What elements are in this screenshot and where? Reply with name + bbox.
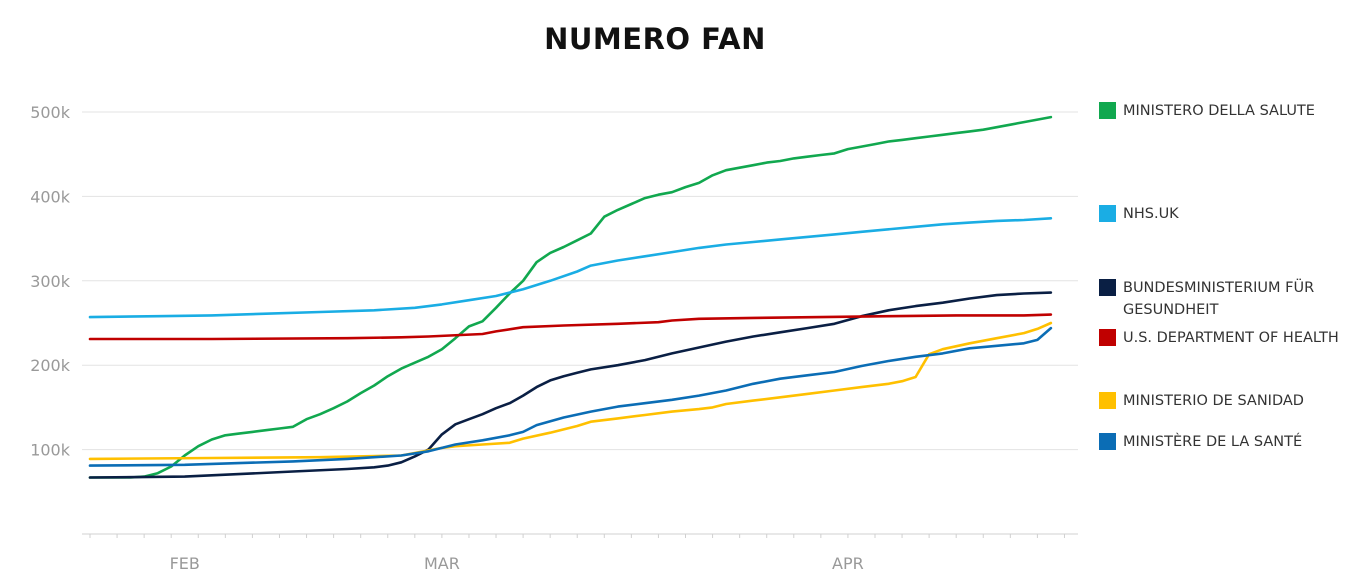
- legend-item: U.S. DEPARTMENT OF HEALTH: [1099, 327, 1353, 349]
- legend-item: MINISTERO DELLA SALUTE: [1099, 100, 1353, 122]
- legend-label: MINISTERIO DE SANIDAD: [1123, 393, 1304, 409]
- series-line-1: [88, 217, 1053, 319]
- line-chart: 100k 200k 300k 400k 500k FEB MAR APR: [30, 103, 1078, 573]
- legend-label: MINISTERO DELLA SALUTE: [1123, 103, 1315, 119]
- x-tick-label: MAR: [424, 554, 460, 573]
- y-tick-label: 300k: [30, 272, 71, 291]
- legend-swatch: [1099, 205, 1116, 222]
- chart-legend: MINISTERO DELLA SALUTE NHS.UK BUNDESMINIST…: [1099, 0, 1359, 584]
- y-tick-label: 500k: [30, 103, 71, 122]
- legend-item: NHS.UK: [1099, 203, 1353, 225]
- legend-label: NHS.UK: [1123, 206, 1179, 222]
- legend-item: MINISTÈRE DE LA SANTÉ: [1099, 431, 1353, 453]
- series-line-3: [88, 313, 1053, 341]
- legend-swatch: [1099, 102, 1116, 119]
- legend-swatch: [1099, 279, 1116, 296]
- y-tick-label: 200k: [30, 356, 71, 375]
- series-line-2: [88, 291, 1053, 479]
- legend-item: BUNDESMINISTERIUM FÜR GESUNDHEIT: [1099, 277, 1353, 321]
- legend-item: MINISTERIO DE SANIDAD: [1099, 390, 1353, 412]
- series-line-0: [88, 115, 1053, 479]
- x-tick-label: APR: [832, 554, 864, 573]
- series-line-5: [88, 326, 1053, 467]
- legend-swatch: [1099, 392, 1116, 409]
- chart-title: NUMERO FAN: [544, 22, 766, 56]
- legend-label: MINISTÈRE DE LA SANTÉ: [1123, 434, 1303, 450]
- legend-swatch: [1099, 433, 1116, 450]
- x-tick-label: FEB: [170, 554, 200, 573]
- y-tick-label: 400k: [30, 187, 71, 206]
- legend-label: U.S. DEPARTMENT OF HEALTH: [1123, 330, 1339, 346]
- y-tick-label: 100k: [30, 441, 71, 460]
- series-line-4: [88, 321, 1053, 461]
- legend-swatch: [1099, 329, 1116, 346]
- legend-label: BUNDESMINISTERIUM FÜR GESUNDHEIT: [1123, 280, 1315, 318]
